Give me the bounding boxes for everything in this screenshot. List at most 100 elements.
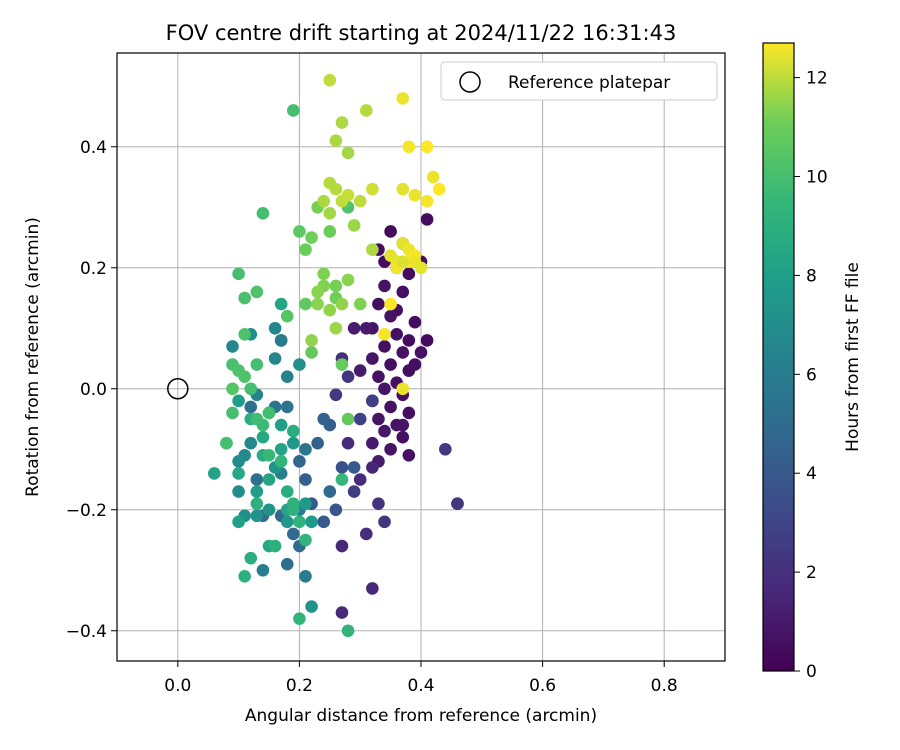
colorbar-tick-label: 10 [806,168,828,188]
scatter-point [280,557,294,571]
scatter-point [250,358,264,371]
y-tick-label: 0.0 [80,380,107,400]
scatter-point [238,370,251,383]
x-tick-label: 0.2 [286,676,313,696]
scatter-point [396,182,410,196]
scatter-point [347,219,361,232]
scatter-point [232,394,245,408]
scatter-point [396,92,410,105]
x-tick-label: 0.8 [651,676,678,696]
scatter-point [305,346,318,359]
colorbar: 0 2 4 6 8 10 12 Hours from first FF file [762,42,863,682]
scatter-point [347,485,361,498]
colorbar-label: Hours from first FF file [843,262,863,452]
scatter-point [305,515,318,529]
scatter-point [323,485,337,498]
scatter-point [226,406,239,420]
scatter-point [293,455,306,468]
scatter-point [341,188,355,202]
y-tick-label: −0.2 [66,501,107,521]
scatter-point [353,194,367,208]
scatter-point [359,321,373,335]
colorbar-tick-label: 4 [806,464,817,484]
scatter-point [317,267,331,281]
scatter-point [372,497,385,511]
scatter-point [366,352,379,365]
scatter-point [335,606,349,619]
legend-box [440,61,718,101]
scatter-point [378,340,391,353]
scatter-point [256,430,270,444]
scatter-point [244,551,258,565]
scatter-point [408,315,422,329]
scatter-point [317,515,331,529]
scatter-point [262,473,276,486]
scatter-point [414,346,428,359]
scatter-point [359,104,373,117]
scatter-point [384,225,397,238]
y-axis-label: Rotation from reference (arcmin) [23,217,43,497]
scatter-point [341,624,355,638]
scatter-point [390,328,403,341]
scatter-point [366,436,379,450]
scatter-point [329,388,343,402]
scatter-point [250,473,264,486]
reference-layer [167,378,189,400]
scatter-point [335,473,349,486]
scatter-point [299,297,312,311]
scatter-point [238,291,251,305]
scatter-point [396,346,410,359]
scatter-point [372,370,385,383]
scatter-point [299,497,312,511]
scatter-point [299,533,312,547]
scatter-point [329,279,343,293]
scatter-point [317,194,331,208]
y-tick-label: −0.4 [66,622,107,642]
x-axis-ticks: 0.0 0.2 0.4 0.6 0.8 [164,661,678,696]
legend-entry-reference: Reference platepar [508,73,670,93]
scatter-point [366,582,379,595]
scatter-point [274,297,288,311]
scatter-point [335,297,349,311]
scatter-point [420,194,434,208]
scatter-point [402,140,416,154]
scatter-point [256,207,270,220]
scatter-point [402,449,416,462]
scatter-point [226,340,239,353]
scatter-point [329,321,343,335]
scatter-point [287,424,300,438]
scatter-point [250,412,264,426]
scatter-point [256,563,270,577]
scatter-point [287,527,300,541]
scatter-point [341,146,355,160]
scatter-point [335,539,349,553]
scatter-point [378,424,391,438]
scatter-point [293,612,306,625]
scatter-point [238,328,251,341]
scatter-point [299,570,312,583]
scatter-point [232,485,245,498]
legend-reference-marker [459,71,481,93]
scatter-point [347,321,361,335]
scatter-point [366,243,379,256]
scatter-point [426,170,440,184]
scatter-point [323,303,337,317]
scatter-point [280,370,294,383]
x-axis-label: Angular distance from reference (arcmin) [245,706,597,726]
scatter-point [408,358,422,371]
scatter-point [311,297,324,311]
scatter-point [335,116,349,129]
scatter-point [420,213,434,226]
scatter-point [220,436,233,450]
colorbar-tick-label: 6 [806,365,817,385]
scatter-point [353,297,367,311]
scatter-point [329,503,343,517]
scatter-point [323,73,337,87]
scatter-point [341,273,355,287]
scatter-point [250,497,264,511]
scatter-point [359,527,373,541]
scatter-point [396,382,410,396]
scatter-point [384,442,397,456]
scatter-point [384,297,397,311]
